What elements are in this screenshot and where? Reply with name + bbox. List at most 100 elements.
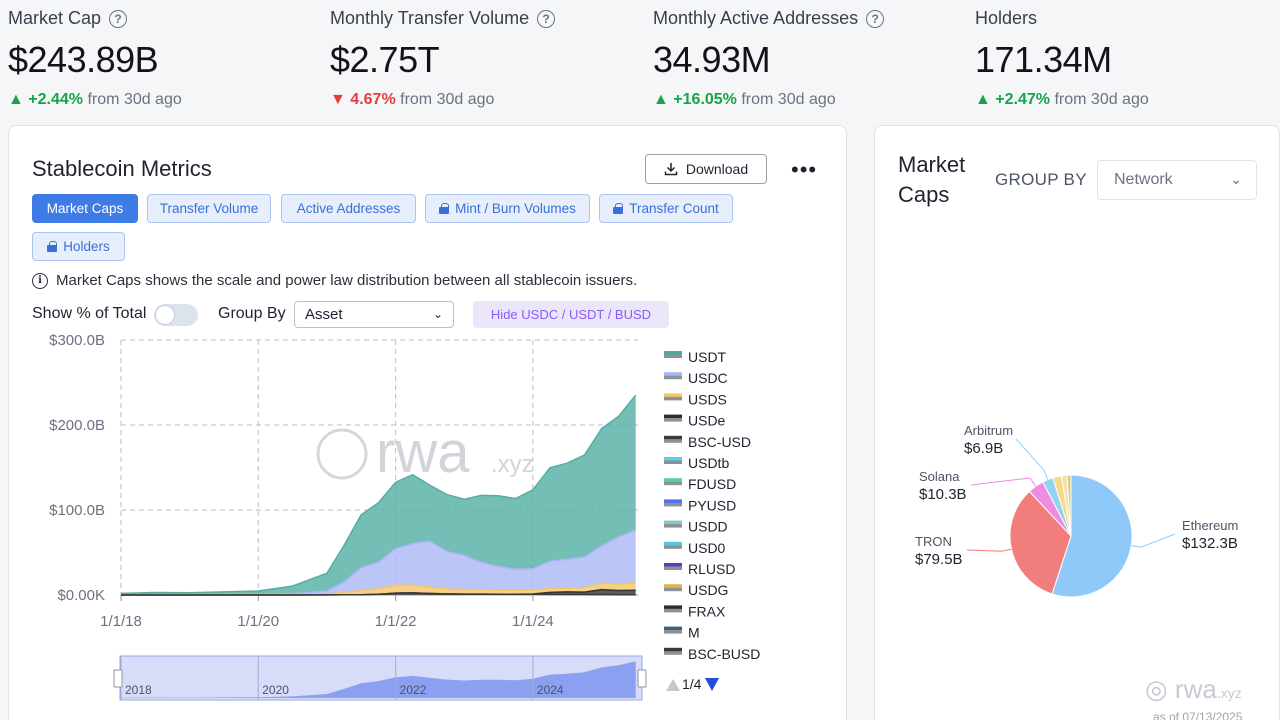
group-by-select[interactable]: Asset ⌄ — [294, 301, 454, 328]
legend-swatch-underline — [664, 524, 682, 528]
help-icon[interactable]: ? — [109, 9, 128, 28]
download-button[interactable]: Download — [645, 154, 767, 184]
tab-active-addresses[interactable]: Active Addresses — [281, 194, 416, 223]
triangle-up-icon: ▲ — [653, 91, 669, 108]
kpi-change-value: +2.47% — [995, 91, 1051, 108]
kpi-change-tail: from 30d ago — [741, 91, 836, 108]
kpi-change: ▲ +2.47% from 30d ago — [975, 91, 1149, 109]
lock-icon — [439, 203, 450, 214]
watermark-logo: ◎ rwa.xyz — [1145, 674, 1242, 704]
legend-item-usdg[interactable]: USDG — [688, 582, 728, 598]
legend-item-rlusd[interactable]: RLUSD — [688, 561, 735, 577]
kpi-title: Monthly Active Addresses — [653, 8, 859, 28]
legend-swatch-underline — [664, 396, 682, 401]
pie-slice-other-3[interactable] — [1066, 474, 1072, 537]
legend-item-frax[interactable]: FRAX — [688, 603, 726, 619]
kpi-title: Holders — [975, 8, 1038, 28]
legend-item-usde[interactable]: USDe — [688, 413, 726, 429]
hide-majors-button[interactable]: Hide USDC / USDT / BUSD — [473, 301, 669, 328]
pie-slice-ethereum[interactable] — [1051, 474, 1133, 598]
download-label: Download — [685, 161, 749, 177]
as-of-date: as of 07/13/2025 — [1153, 710, 1243, 720]
market-caps-card: Ethereum $132.3B TRON $79.5B Solana $10.3B Arb… — [874, 125, 1280, 720]
legend-item-m[interactable]: M — [688, 625, 700, 641]
market-caps-title: Market Caps — [898, 152, 966, 207]
tab-mint-burn-volumes[interactable]: Mint / Burn Volumes — [425, 194, 590, 223]
legend-swatch-underline — [664, 481, 682, 486]
more-options-button[interactable]: ••• — [791, 157, 818, 182]
legend-swatch — [664, 647, 682, 652]
legend-swatch-underline — [664, 502, 682, 507]
kpi-change: ▲ +16.05% from 30d ago — [653, 91, 884, 109]
legend-swatch — [664, 541, 682, 546]
legend-page-indicator: 1/4 — [682, 676, 702, 692]
help-icon[interactable]: ? — [537, 9, 556, 28]
tab-transfer-volume[interactable]: Transfer Volume — [147, 194, 271, 223]
pie-slice-tron[interactable] — [1009, 490, 1072, 595]
navigator-year-label: 2018 — [125, 683, 152, 697]
legend-swatch-underline — [664, 545, 682, 549]
x-tick-label: 1/1/20 — [237, 613, 279, 630]
legend-swatch-underline — [664, 651, 682, 655]
legend-item-usdd[interactable]: USDD — [688, 519, 728, 535]
legend-swatch-underline — [664, 354, 682, 358]
legend-swatch — [664, 457, 682, 461]
y-tick-label: $100.0B — [49, 502, 105, 519]
x-tick-label: 1/1/24 — [512, 613, 554, 630]
legend-item-usdt[interactable]: USDT — [688, 349, 727, 365]
kpi-change-tail: from 30d ago — [400, 91, 495, 108]
kpi-change-value: +2.44% — [28, 91, 84, 108]
legend-item-usdtb[interactable]: USDtb — [688, 455, 729, 471]
kpi-change-value: 4.67% — [350, 91, 396, 108]
kpi-value: $243.89B — [8, 39, 159, 80]
navigator-right-handle[interactable] — [637, 669, 647, 688]
legend-item-bsc-usd[interactable]: BSC-USD — [688, 434, 751, 450]
legend-swatch-underline — [664, 608, 682, 613]
navigator-left-handle[interactable] — [113, 669, 123, 688]
info-text: Market Caps shows the scale and power la… — [56, 272, 638, 289]
legend-next-page-icon[interactable] — [705, 678, 719, 691]
kpi-change: ▲ +2.44% from 30d ago — [8, 91, 182, 109]
kpi-active-addresses: Monthly Active Addresses? 34.93M ▲ +16.0… — [653, 8, 885, 109]
group-by-value: Asset — [305, 306, 343, 323]
navigator-year-label: 2024 — [537, 683, 564, 697]
lock-icon — [613, 203, 624, 214]
help-icon[interactable]: ? — [866, 9, 885, 28]
kpi-value: 34.93M — [653, 39, 771, 80]
legend-swatch — [664, 605, 682, 609]
download-icon — [664, 163, 678, 176]
legend-item-fdusd[interactable]: FDUSD — [688, 476, 736, 492]
tab-holders[interactable]: Holders — [32, 232, 125, 261]
legend-item-pyusd[interactable]: PYUSD — [688, 497, 736, 513]
show-percent-toggle[interactable] — [154, 304, 198, 326]
watermark-globe-icon — [316, 428, 368, 480]
legend-item-usdc[interactable]: USDC — [688, 370, 728, 386]
legend-swatch-underline — [664, 418, 682, 422]
navigator-area — [121, 661, 636, 698]
series-line-usdt — [120, 394, 637, 595]
pie-value-arbitrum: $6.9B — [964, 440, 1003, 457]
legend-swatch — [664, 499, 682, 503]
kpi-value: 171.34M — [975, 39, 1112, 80]
info-icon: i — [32, 272, 48, 289]
tab-transfer-count[interactable]: Transfer Count — [599, 194, 733, 223]
pie-value-tron: $79.5B — [915, 551, 963, 568]
network-select[interactable]: Network ⌄ — [1097, 160, 1257, 200]
network-select-value: Network — [1114, 171, 1173, 188]
legend-item-usd0[interactable]: USD0 — [688, 540, 726, 556]
legend-item-usds[interactable]: USDS — [688, 391, 727, 407]
lock-icon — [47, 241, 58, 252]
legend-prev-page-icon[interactable] — [666, 679, 680, 691]
series-area-usdt — [121, 395, 636, 595]
tab-label: Market Caps — [46, 201, 124, 216]
pie-label-arbitrum: Arbitrum — [964, 423, 1013, 438]
watermark-suffix: .xyz — [491, 451, 534, 478]
kpi-value: $2.75T — [330, 39, 440, 80]
tab-market-caps[interactable]: Market Caps — [32, 194, 138, 223]
kpi-strip: Market Cap? $243.89B ▲ +2.44% from 30d a… — [0, 0, 1280, 120]
legend-item-bsc-busd[interactable]: BSC-BUSD — [688, 646, 760, 662]
y-tick-label: $0.00K — [57, 587, 105, 604]
legend-swatch — [664, 393, 682, 397]
kpi-transfer-volume: Monthly Transfer Volume? $2.75T ▼ 4.67% … — [330, 8, 556, 109]
x-tick-label: 1/1/18 — [100, 613, 142, 630]
